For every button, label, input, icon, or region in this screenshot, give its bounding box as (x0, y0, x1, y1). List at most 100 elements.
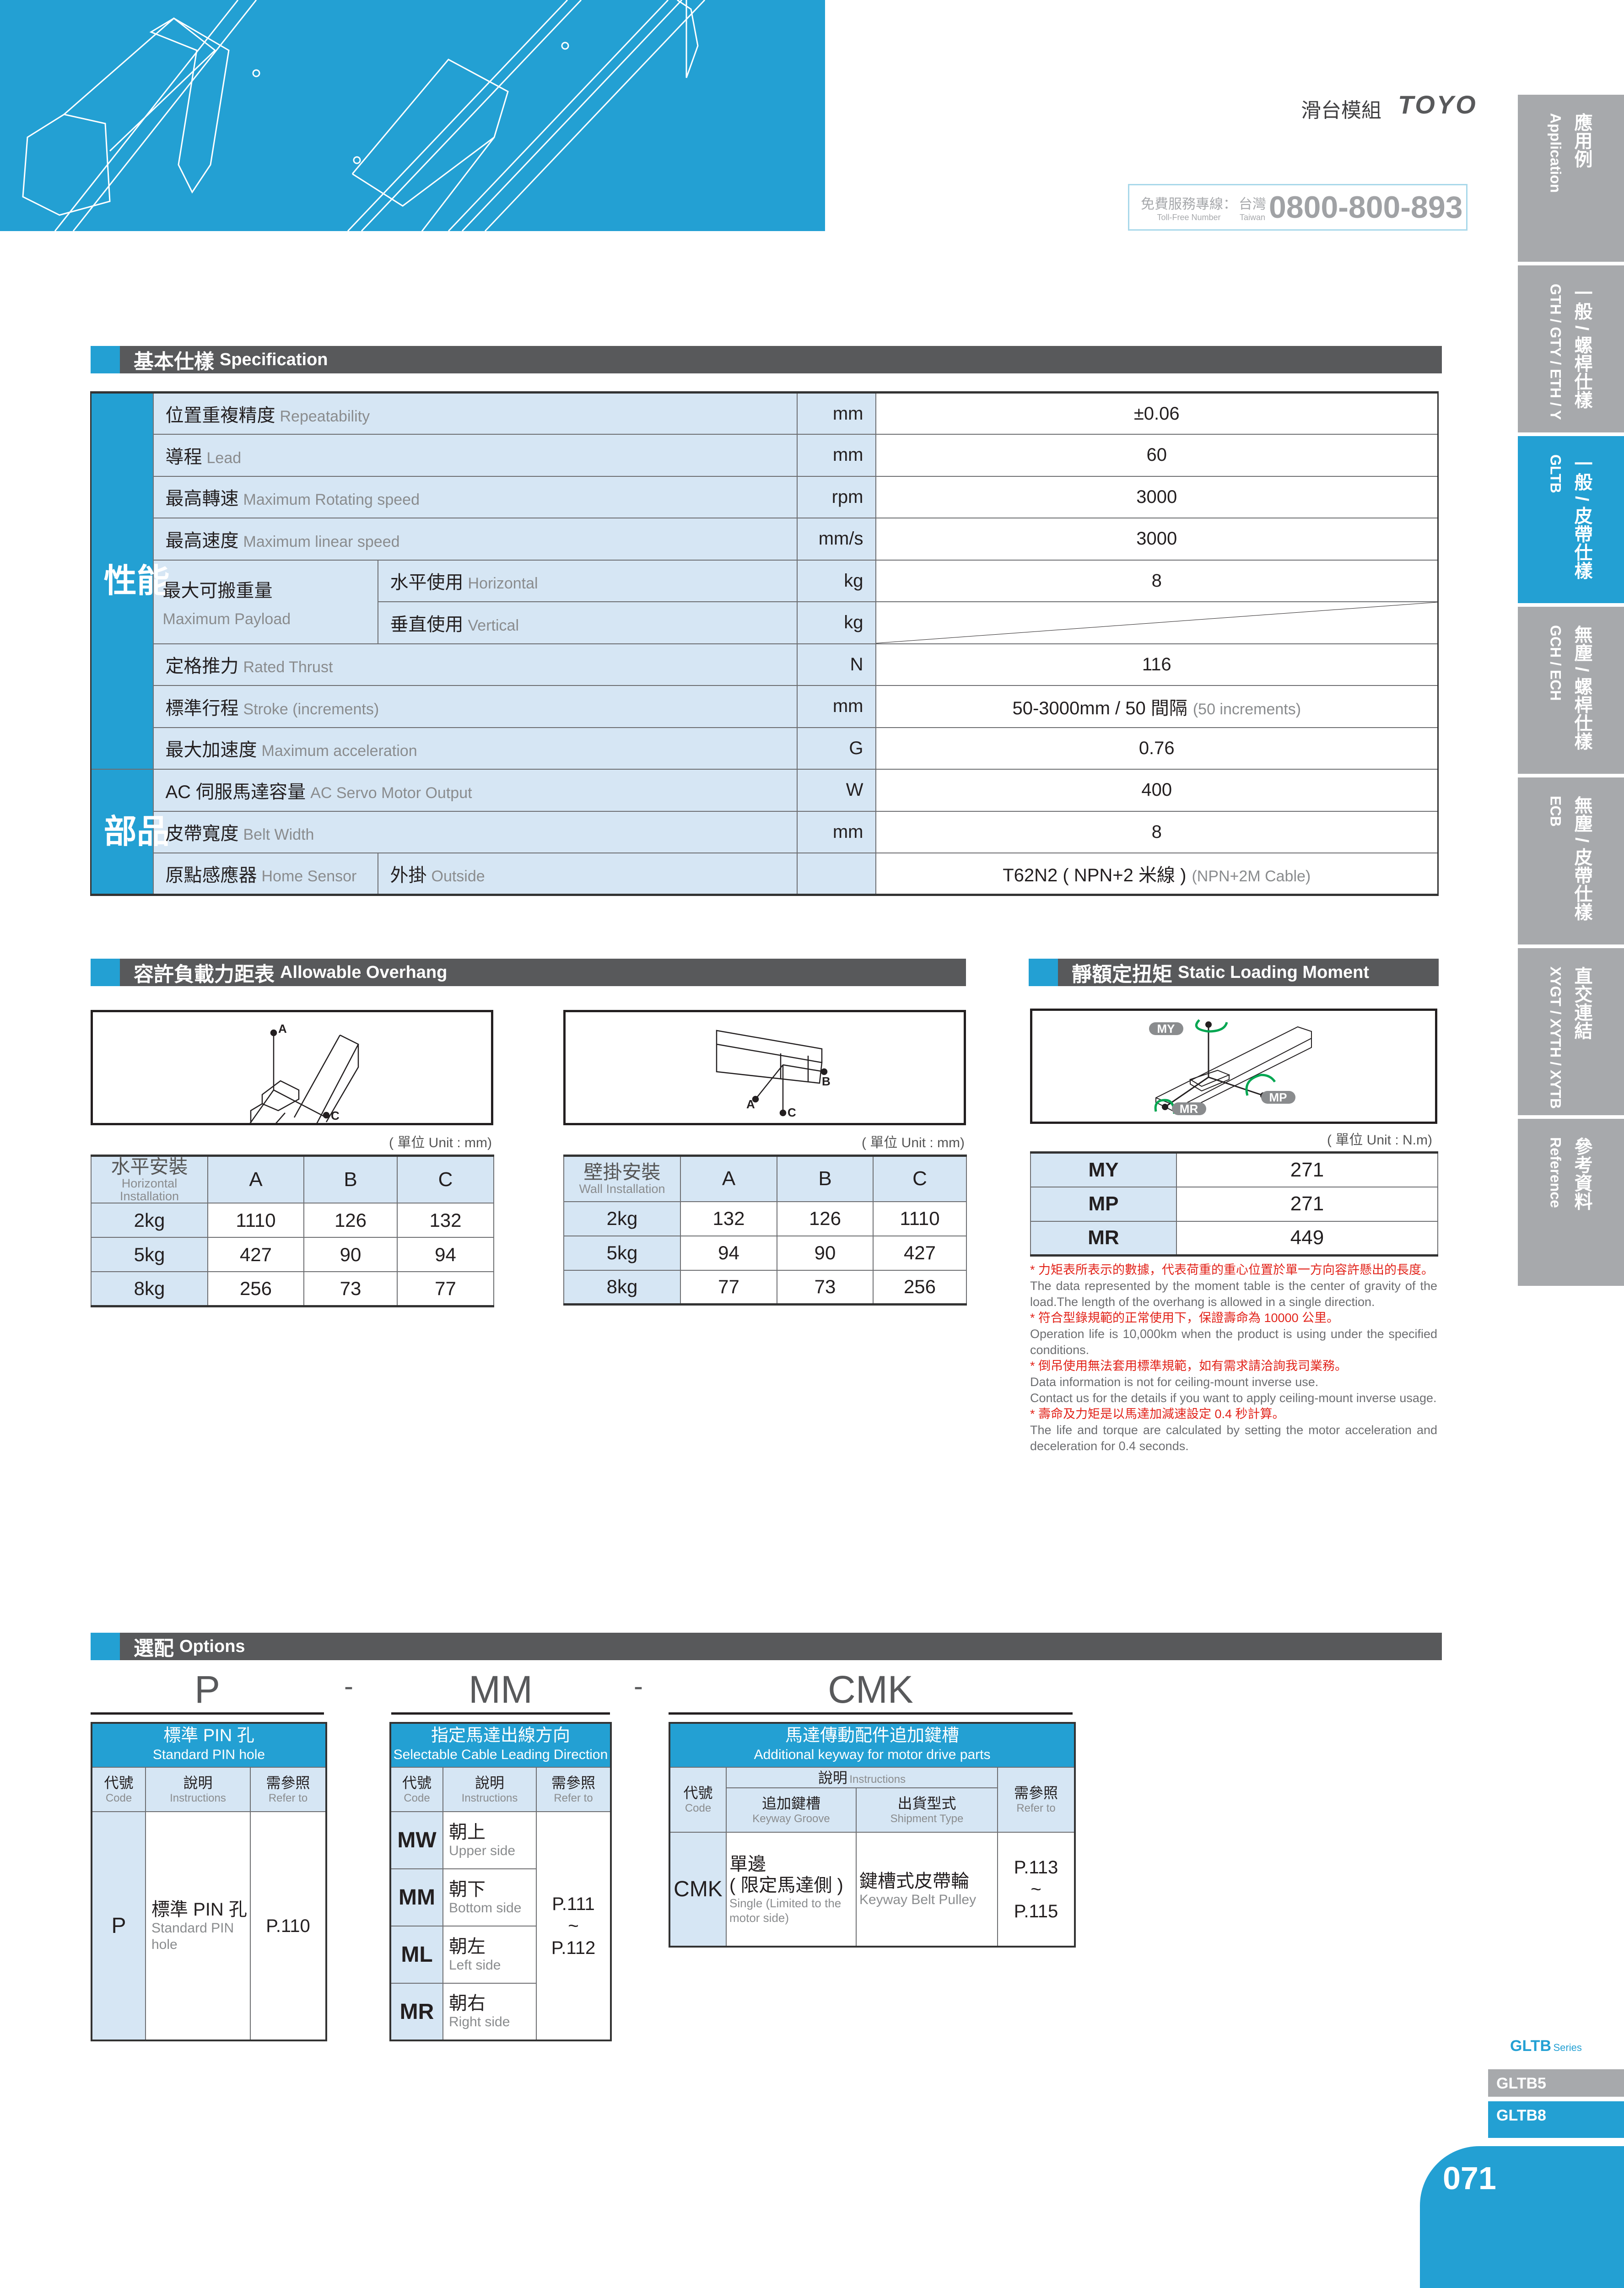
side-tab-label-zh: 直交連結 (1571, 966, 1592, 1040)
note-zh: * 力矩表所表示的數據，代表荷重的重心位置於單一方向容許懸出的長度。 (1030, 1263, 1434, 1277)
spec-label: 定格推力 Rated Thrust (152, 643, 798, 686)
note-zh: * 倒吊使用無法套用標準規範，如有需求請洽詢我司業務。 (1030, 1359, 1348, 1373)
overhang-value: 90 (777, 1235, 874, 1271)
table-row: MP 271 (1030, 1186, 1438, 1222)
spec-unit: mm (796, 434, 876, 477)
spec-label-zh: 最大加速度 (165, 740, 257, 761)
static-moment-table: MY 271 MP 271 MR 449 (1030, 1151, 1438, 1257)
moment-value: 271 (1176, 1152, 1438, 1187)
moment-label-mp: MP (1261, 1090, 1295, 1104)
installation-type: 壁掛安裝 Wall Installation (563, 1155, 681, 1202)
spec-value-text: 50-3000mm / 50 間隔 (1012, 698, 1187, 718)
overhang-value: 73 (303, 1271, 398, 1306)
spec-sub-label: 外掛 Outside (377, 853, 798, 896)
table-title: 馬達傳動配件追加鍵槽 Additional keyway for motor dr… (669, 1722, 1076, 1768)
spec-label-en: Lead (206, 449, 242, 467)
code-separator: - (634, 1671, 643, 1701)
axis-label-c: C (331, 1109, 340, 1122)
spec-label-en: Maximum linear speed (243, 533, 400, 550)
overhang-value: 132 (680, 1201, 777, 1236)
spec-unit: mm (796, 810, 876, 853)
spec-unit: N (796, 643, 876, 686)
table-row: CMK 單邊( 限定馬達側 ) Single (Limited to the mo… (669, 1832, 1076, 1947)
side-tab-3[interactable]: 無塵 / 螺桿仕樣 GCH / ECH (1518, 607, 1624, 774)
section-title-zh: 基本仕樣 (134, 351, 214, 373)
table-row: MW 朝上 Upper side P.111 ~ P.112 (390, 1811, 611, 2041)
instruction-en: Standard PIN hole (151, 1920, 234, 1952)
spec-label-zh: 水平使用 (390, 572, 464, 593)
axis-label-a: A (278, 1022, 287, 1036)
side-tab-1[interactable]: 一般 / 螺桿仕樣 GTH / GTY / ETH / Y (1518, 265, 1624, 432)
moment-label-my: MY (1149, 1022, 1183, 1036)
unit-label: ( 單位 Unit : mm) (389, 1135, 492, 1150)
side-tab-label-zh: 一般 / 螺桿仕樣 (1571, 284, 1592, 409)
cable-direction-table: 指定馬達出線方向 Selectable Cable Leading Directi… (389, 1722, 612, 2041)
overhang-value: 126 (303, 1203, 398, 1238)
instruction-zh: 標準 PIN 孔 (151, 1899, 247, 1920)
overhang-value: 256 (207, 1271, 304, 1306)
horizontal-overhang-diagram: A B C (91, 1010, 493, 1152)
series-model-gltb8[interactable]: GLTB8 (1488, 2101, 1624, 2138)
axis-label-a: A (746, 1097, 755, 1111)
table-row: 2kg 1110 126 132 (91, 1203, 494, 1238)
refer-page: P.110 (249, 1811, 327, 2041)
side-tab-label-zh: 一般 / 皮帶仕樣 (1571, 454, 1592, 580)
group-label-parts: 部品 (90, 769, 170, 896)
section-title-en: Options (179, 1636, 245, 1656)
spec-row: 皮帶寬度 Belt Width mm 8 (91, 810, 1439, 853)
side-tab-label-zh: 無塵 / 螺桿仕樣 (1571, 625, 1592, 750)
series-model-gltb5[interactable]: GLTB5 (1488, 2069, 1624, 2097)
spec-label-zh: 最大可搬重量 (162, 580, 273, 601)
static-moment-section-header: 靜額定扭矩 Static Loading Moment (1029, 959, 1439, 986)
spec-value: 8 (875, 559, 1439, 602)
option-code-pin: P (91, 1667, 324, 1715)
linear-stage-drawing (22, 0, 706, 231)
table-row: 5kg 94 90 427 (563, 1235, 967, 1271)
axis-label-c: C (788, 1106, 796, 1119)
overhang-value: 427 (873, 1235, 967, 1271)
code-separator: - (344, 1671, 353, 1701)
option-code: P (91, 1811, 146, 2041)
spec-value: 8 (875, 810, 1439, 853)
load-cell: 2kg (91, 1203, 208, 1238)
spec-value: 0.76 (875, 727, 1439, 770)
horizontal-overhang-table: 水平安裝 Horizontal Installation A B C 2kg 1110 126… (91, 1155, 494, 1307)
note-en: The life and torque are calculated by se… (1030, 1423, 1437, 1453)
overhang-value: 132 (397, 1203, 494, 1238)
not-applicable-slash (876, 602, 1438, 643)
spec-label: 位置重複精度 Repeatability (152, 392, 798, 435)
spec-label: 導程 Lead (152, 434, 798, 477)
spec-value-text: T62N2 ( NPN+2 米線 ) (1003, 865, 1187, 885)
page-number-tab: 071 (1420, 2146, 1624, 2288)
side-tab-4[interactable]: 無塵 / 皮帶仕樣 ECB (1518, 777, 1624, 944)
side-tab-2[interactable]: 一般 / 皮帶仕樣 GLTB (1518, 436, 1624, 603)
spec-unit: mm (796, 392, 876, 435)
spec-label-en: Home Sensor (261, 868, 357, 885)
col-code: 代號 Code (91, 1767, 146, 1812)
side-tab-5[interactable]: 直交連結 XYGT / XYTH / XYTB (1518, 948, 1624, 1115)
spec-value-text: 8 (1151, 821, 1162, 842)
spec-row: 定格推力 Rated Thrust N 116 (91, 643, 1439, 686)
spec-row: 原點感應器 Home Sensor 外掛 Outside T62N2 ( NPN+2 米… (91, 853, 1439, 896)
load-cell: 8kg (563, 1269, 681, 1305)
table-row: MY 271 (1030, 1152, 1438, 1187)
moment-key: MR (1030, 1220, 1177, 1256)
col-code: 代號 Code (669, 1767, 727, 1833)
spec-unit: kg (796, 601, 876, 644)
col-refer: 需參照 Refer to (249, 1767, 327, 1812)
section-title-en: Allowable Overhang (280, 962, 448, 982)
table-row: 8kg 77 73 256 (563, 1269, 967, 1305)
spec-label: 原點感應器 Home Sensor (152, 853, 378, 896)
option-code-cable: MM (391, 1667, 610, 1715)
spec-value: 3000 (875, 518, 1439, 561)
side-tab-6[interactable]: 參考資料 Reference (1518, 1119, 1624, 1286)
spec-label-en: Belt Width (243, 826, 314, 844)
moment-key: MY (1030, 1152, 1177, 1187)
spec-label-en: Maximum Payload (162, 610, 291, 628)
spec-label: 標準行程 Stroke (increments) (152, 685, 798, 728)
spec-label-zh: 標準行程 (165, 698, 239, 718)
spec-label-zh: 原點感應器 (165, 865, 257, 885)
spec-unit: mm (796, 685, 876, 728)
side-tab-0[interactable]: 應用例 Application (1518, 95, 1624, 262)
spec-value: 60 (875, 434, 1439, 477)
